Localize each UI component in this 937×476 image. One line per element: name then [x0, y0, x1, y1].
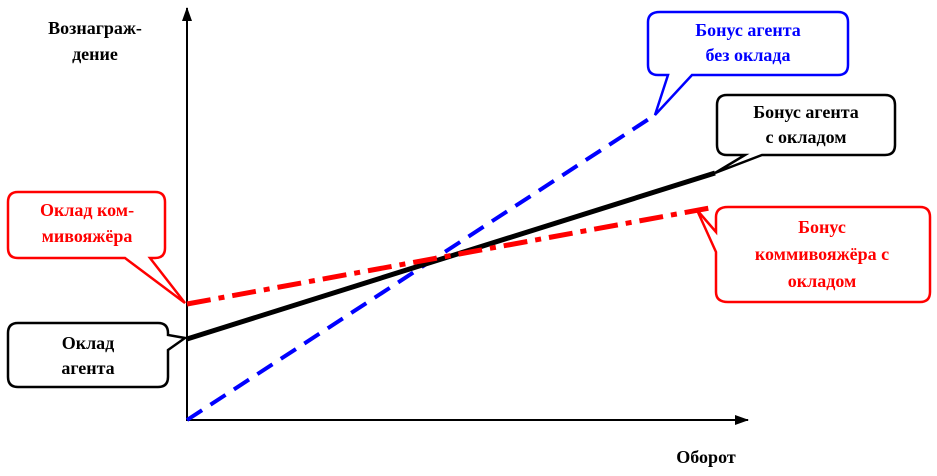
- callout-text: Бонус агента: [753, 102, 859, 122]
- callout: [695, 205, 932, 304]
- callout-text: мивояжёра: [42, 226, 133, 246]
- callout: [6, 190, 186, 304]
- salesman-salary-line: [186, 204, 716, 307]
- x-axis-label: Оборот: [676, 447, 736, 467]
- callout-text: Бонус: [798, 217, 846, 237]
- callout: [714, 93, 897, 175]
- callout-text: Оклад ком-: [40, 200, 134, 220]
- callout-text: с окладом: [766, 127, 847, 147]
- callout-text: окладом: [788, 271, 857, 291]
- callout-text: без оклада: [705, 45, 790, 65]
- callout-text: агента: [61, 358, 114, 378]
- callout: [6, 321, 189, 389]
- y-axis-label: дение: [72, 44, 118, 64]
- callout-text: Бонус агента: [695, 20, 801, 40]
- y-axis-label: Вознаграж-: [48, 18, 142, 38]
- callout: [646, 10, 850, 116]
- callout-text: коммивояжёра с: [755, 244, 889, 264]
- callout-text: Оклад: [62, 333, 115, 353]
- agent-no-salary-line: [185, 113, 657, 422]
- agent-salary-line: [186, 170, 716, 342]
